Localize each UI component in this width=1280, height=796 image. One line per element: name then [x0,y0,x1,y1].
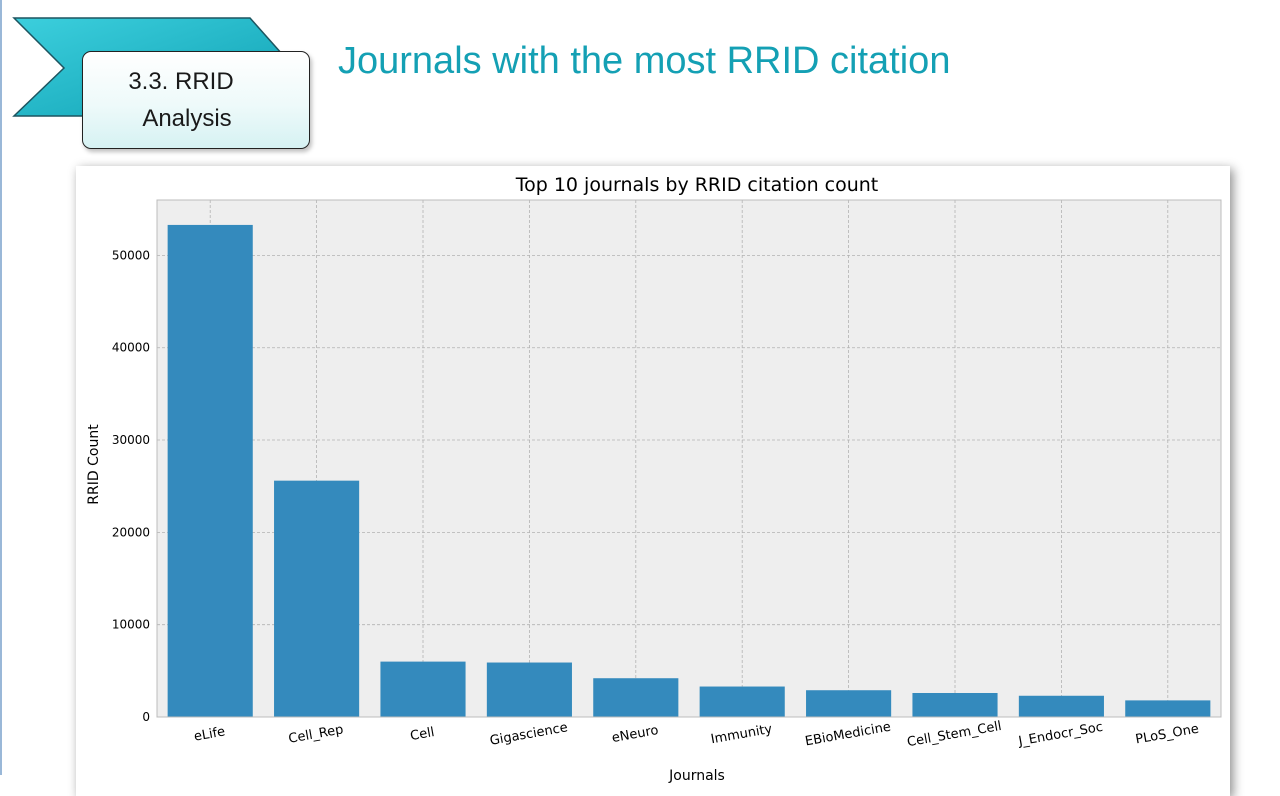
plot-frame [156,199,1222,718]
y-tick-label: 20000 [112,525,150,539]
y-axis-label: RRID Count [86,424,102,505]
bars [167,224,1211,717]
x-tick-label: Cell [409,725,436,744]
y-tick-labels: 0 10000 20000 30000 40000 50000 [112,248,150,724]
x-tick-label: J_Endocr_Soc [1016,720,1104,750]
bar-gigascience [486,662,572,717]
x-tick-label: Immunity [710,722,774,748]
bar-j-endocr-soc [1018,695,1104,717]
x-tick-label: Cell_Rep [287,722,344,746]
x-tick-label: Gigascience [489,720,569,748]
y-tick-label: 50000 [112,248,150,262]
bar-eneuro [593,678,679,717]
y-tick-label: 30000 [112,433,150,447]
y-tick-label: 40000 [112,341,150,355]
x-axis-label: Journals [668,768,725,784]
x-tick-label: PLoS_One [1134,722,1200,748]
y-tick-label: 0 [142,710,150,724]
x-tick-label: EBioMedicine [804,720,892,750]
slide-left-border [0,0,2,775]
chart-title: Top 10 journals by RRID citation count [515,174,879,196]
section-badge-box [82,51,310,149]
x-tick-label: eLife [193,724,227,744]
section-number: 3.3. RRID [128,68,234,95]
slide-title: Journals with the most RRID citation [338,40,951,82]
bar-plos-one [1125,700,1211,717]
bar-elife [167,224,253,717]
section-name: Analysis [142,105,232,132]
chart-card: 0 10000 20000 30000 40000 50000 eLife Cell_Rep… [76,166,1230,796]
bar-immunity [699,686,785,717]
section-badge-label: 3.3. RRID Analysis [82,63,308,137]
bar-cell-stem-cell [912,692,998,717]
bar-chart: 0 10000 20000 30000 40000 50000 eLife Cell_Rep… [86,174,1222,784]
x-tick-label: eNeuro [611,723,660,746]
bar-ebiomedicine [806,690,892,717]
bar-cell-rep [274,480,360,717]
y-tick-label: 10000 [112,618,150,632]
x-tick-label: Cell_Stem_Cell [906,719,1003,750]
section-badge: 3.3. RRID Analysis [12,14,312,149]
bar-cell [380,661,466,717]
x-tick-labels: eLife Cell_Rep Cell Gigascience eNeuro Immuni… [193,719,1200,750]
